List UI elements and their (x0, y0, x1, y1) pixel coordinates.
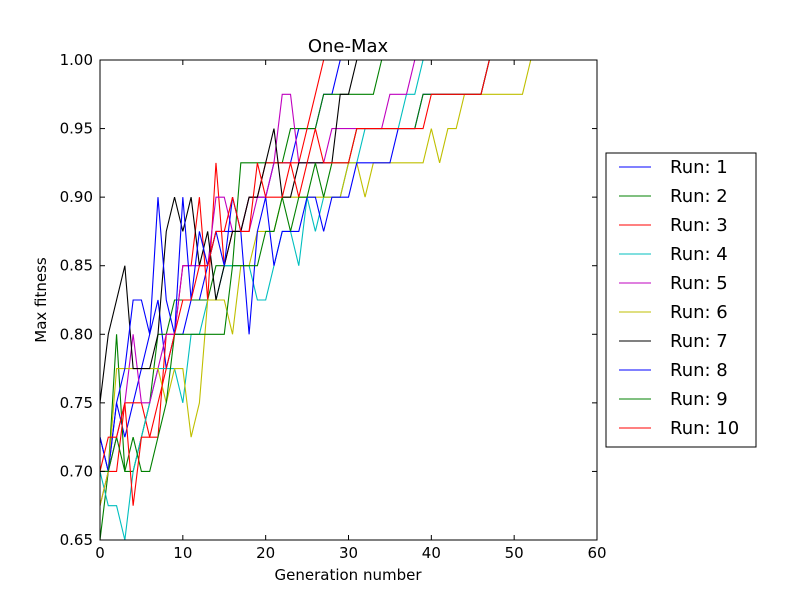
x-tick-label: 40 (422, 544, 441, 562)
legend-label: Run: 8 (670, 360, 728, 381)
x-tick-label: 10 (173, 544, 192, 562)
y-tick-label: 1.00 (60, 51, 93, 69)
y-tick-label: 0.95 (60, 120, 93, 138)
x-axis-label: Generation number (275, 566, 423, 584)
series-layer (99, 59, 532, 541)
legend-label: Run: 2 (670, 186, 728, 207)
legend-label: Run: 7 (670, 331, 728, 352)
legend: Run: 1 Run: 2 Run: 3 Run: 4 Run: 5 Run: 6 Run:… (605, 152, 757, 448)
legend-label: Run: 4 (670, 244, 728, 265)
x-tick-label: 30 (339, 544, 358, 562)
y-tick-label: 0.65 (60, 531, 93, 549)
y-tick-label: 0.80 (60, 325, 93, 343)
x-tick-label: 20 (256, 544, 275, 562)
series-line-run-10 (99, 59, 498, 506)
series-line-run-7 (99, 59, 358, 403)
legend-frame (605, 152, 757, 448)
chart-title: One-Max (308, 36, 389, 57)
y-tick-label: 0.85 (60, 257, 93, 275)
legend-label: Run: 5 (670, 273, 728, 294)
series-line-run-2 (99, 59, 407, 541)
legend-label: Run: 9 (670, 389, 728, 410)
plot-frame (99, 59, 598, 541)
x-tick-label: 50 (505, 544, 524, 562)
legend-label: Run: 10 (670, 418, 739, 439)
legend-label: Run: 6 (670, 302, 728, 323)
x-tick-label: 0 (95, 544, 105, 562)
y-axis-label: Max fitness (32, 257, 50, 343)
y-tick-label: 0.70 (60, 462, 93, 480)
legend-label: Run: 3 (670, 215, 728, 236)
x-tick-label: 60 (587, 544, 606, 562)
ticks-layer: 0 10 20 30 40 50 60 0.65 0.70 0.75 0.80 0.85 0.90 0.9… (60, 51, 607, 562)
y-tick-label: 0.90 (60, 188, 93, 206)
legend-label: Run: 1 (670, 157, 728, 178)
y-tick-label: 0.75 (60, 394, 93, 412)
